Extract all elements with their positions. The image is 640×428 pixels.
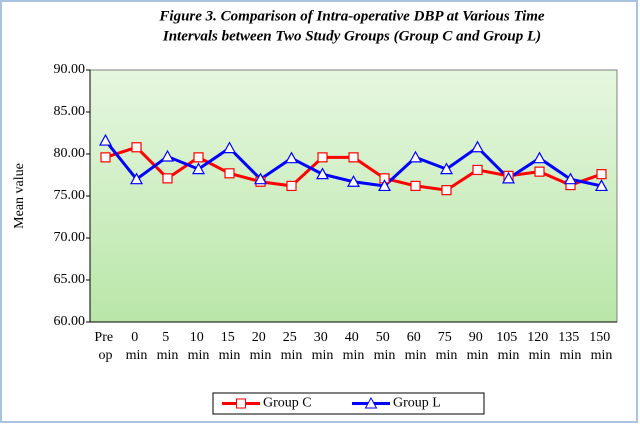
marker xyxy=(563,172,578,185)
marker xyxy=(532,151,547,164)
marker xyxy=(348,152,359,163)
chart-title: Intervals between Two Study Groups (Grou… xyxy=(162,28,541,44)
y-tick-label: 80.00 xyxy=(54,146,86,161)
x-tick-label: 150 min xyxy=(589,330,614,363)
marker xyxy=(596,169,607,180)
marker xyxy=(441,185,452,196)
x-tick-label: 25 min xyxy=(281,330,303,363)
x-tick-label: 105 min xyxy=(496,330,521,363)
y-axis-label: Mean value xyxy=(12,163,27,229)
x-tick-label: 90 min xyxy=(467,330,489,363)
marker xyxy=(377,179,392,192)
x-tick-label: Pre op xyxy=(94,330,116,363)
marker xyxy=(100,152,111,163)
marker xyxy=(253,172,268,185)
x-tick-label: 0 min xyxy=(126,330,148,363)
plot-area xyxy=(89,69,618,323)
y-tick-label: 65.00 xyxy=(54,272,86,287)
marker xyxy=(408,150,423,163)
legend xyxy=(212,392,485,415)
y-tick-label: 75.00 xyxy=(54,188,86,203)
marker xyxy=(129,172,144,185)
y-tick-label: 90.00 xyxy=(54,62,86,77)
marker xyxy=(191,162,206,175)
marker xyxy=(284,151,299,164)
x-tick-label: 30 min xyxy=(312,330,334,363)
x-tick-label: 40 min xyxy=(343,330,365,363)
x-tick-label: 50 min xyxy=(374,330,396,363)
x-tick-label: 120 min xyxy=(527,330,552,363)
marker xyxy=(162,173,173,184)
y-tick-label: 85.00 xyxy=(54,104,86,119)
marker xyxy=(315,167,330,180)
chart-title: Figure 3. Comparison of Intra-operative … xyxy=(158,8,545,24)
marker xyxy=(98,133,113,146)
x-tick-label: 20 min xyxy=(250,330,272,363)
marker xyxy=(346,174,361,187)
x-tick-label: 60 min xyxy=(405,330,427,363)
marker xyxy=(224,168,235,179)
y-tick-label: 70.00 xyxy=(54,230,86,245)
marker xyxy=(160,149,175,162)
legend-label: Group L xyxy=(393,396,441,411)
legend-label: Group C xyxy=(263,396,312,411)
x-tick-label: 15 min xyxy=(219,330,241,363)
marker xyxy=(286,180,297,192)
marker xyxy=(222,141,237,154)
marker xyxy=(131,142,142,153)
marker xyxy=(594,179,609,192)
marker xyxy=(470,140,485,153)
marker xyxy=(410,180,421,192)
marker xyxy=(472,164,483,176)
x-tick-label: 75 min xyxy=(436,330,458,363)
legend-marker xyxy=(364,396,378,409)
legend-marker xyxy=(236,398,246,409)
x-tick-label: 10 min xyxy=(188,330,210,363)
x-tick-label: 5 min xyxy=(157,330,179,363)
y-tick-label: 60.00 xyxy=(54,314,86,329)
marker xyxy=(439,162,454,175)
marker xyxy=(193,152,204,163)
marker xyxy=(534,166,545,177)
x-tick-label: 135 min xyxy=(558,330,583,363)
marker xyxy=(317,152,328,163)
marker xyxy=(501,171,516,184)
